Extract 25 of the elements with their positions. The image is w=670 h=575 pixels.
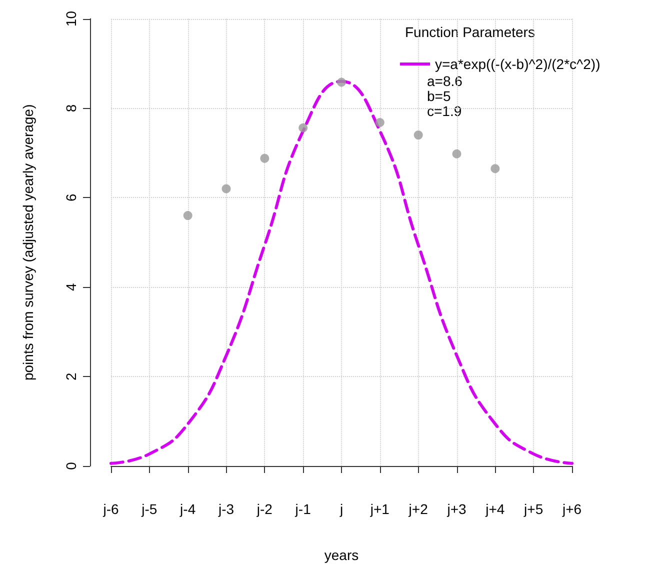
- y-tick-label: 8: [63, 104, 79, 112]
- x-tick-label: j-1: [294, 501, 312, 517]
- x-tick-label: j+2: [408, 501, 428, 517]
- legend-label: y=a*exp((-(x-b)^2)/(2*c^2)): [435, 56, 600, 72]
- annotation: a=8.6: [427, 73, 463, 89]
- x-axis-title: years: [324, 547, 359, 563]
- y-tick-label: 0: [63, 462, 79, 470]
- y-tick-label: 4: [63, 283, 79, 292]
- y-axis-title: points from survey (adjusted yearly average): [20, 104, 36, 381]
- x-tick-label: j-6: [102, 501, 119, 517]
- y-tick-label: 10: [63, 10, 79, 27]
- x-tick-label: j+1: [369, 501, 390, 517]
- x-tick-label: j-5: [140, 501, 158, 517]
- x-tick-label: j+3: [446, 501, 466, 517]
- x-tick-label: j: [338, 501, 344, 517]
- y-tick-label: 2: [63, 372, 79, 380]
- x-tick-label: j-4: [179, 501, 196, 517]
- x-tick-label: j-2: [256, 501, 273, 517]
- x-tick-label: j+6: [561, 501, 582, 517]
- y-tick-label: 6: [63, 194, 79, 202]
- annotation: b=5: [427, 88, 451, 104]
- x-tick-label: j+4: [484, 501, 505, 517]
- x-tick-label: j-3: [217, 501, 234, 517]
- legend-title: Function Parameters: [405, 24, 535, 40]
- x-tick-label: j+5: [523, 501, 544, 517]
